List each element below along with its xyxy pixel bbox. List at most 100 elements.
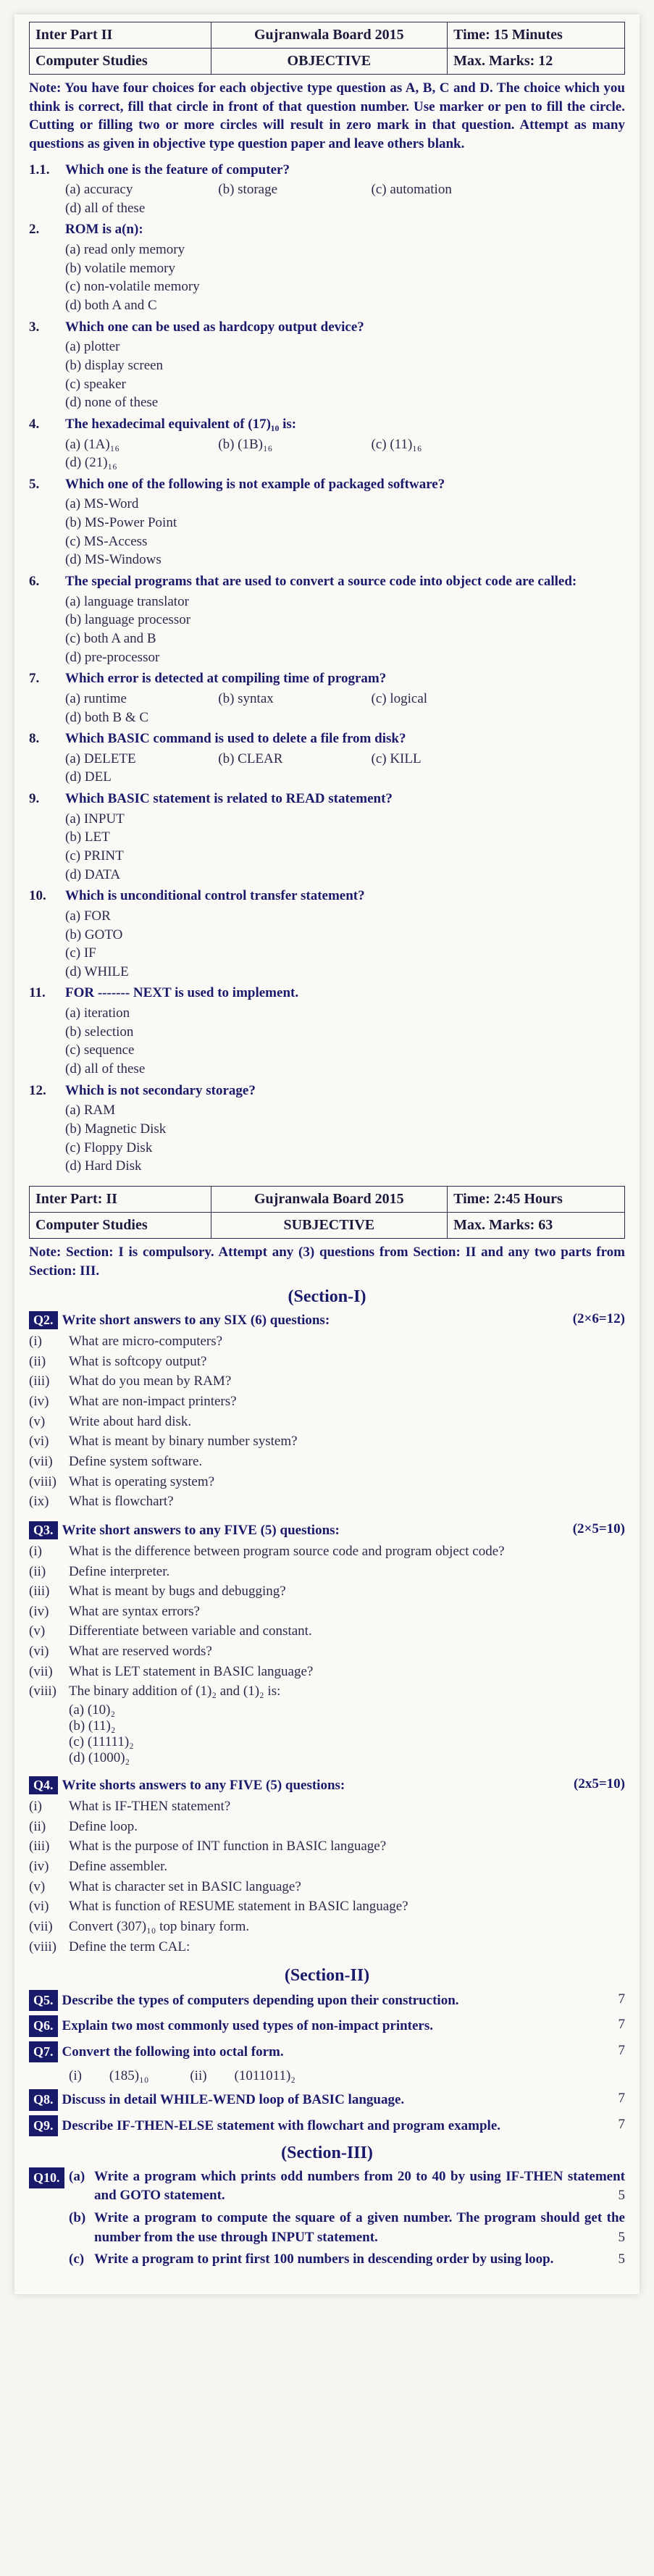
mcq-option: (c) logical [372, 690, 524, 708]
short-head: Q3.Write short answers to any FIVE (5) q… [29, 1521, 625, 1539]
short-num: (viii) [29, 1473, 69, 1492]
short-text: What is IF-THEN statement? [69, 1797, 625, 1816]
mcq-option: (a) MS-Word [65, 495, 359, 514]
mcq-option: (c) sequence [65, 1041, 359, 1060]
mcq-number: 2. [29, 220, 65, 314]
short-item: (i)What is the difference between progra… [29, 1542, 625, 1561]
mcq-option: (a) accuracy [65, 180, 218, 199]
mcq-item: 10.Which is unconditional control transf… [29, 887, 625, 981]
mcq-item: 5.Which one of the following is not exam… [29, 475, 625, 569]
objective-note: Note: You have four choices for each obj… [29, 79, 625, 154]
long-question: Q5.Describe the types of computers depen… [29, 1990, 625, 2011]
short-text: What is the difference between program s… [69, 1542, 625, 1561]
short-num: (iii) [29, 1372, 69, 1391]
short-num: (vi) [29, 1432, 69, 1451]
hdr-cell: Gujranwala Board 2015 [211, 22, 448, 49]
hdr-cell: OBJECTIVE [211, 49, 448, 75]
short-item: (v)What is character set in BASIC langua… [29, 1878, 625, 1897]
mcq-option: (d) WHILE [65, 963, 359, 982]
short-item: (iv)What are syntax errors? [29, 1602, 625, 1621]
mcq-option: (b) selection [65, 1023, 359, 1042]
mcq-option: (a) runtime [65, 690, 218, 708]
mcq-option: (b) LET [65, 828, 359, 847]
mcq-option: (c) Floppy Disk [65, 1139, 359, 1158]
mcq-text: ROM is a(n): [65, 220, 625, 239]
mcq-text: Which error is detected at compiling tim… [65, 669, 625, 688]
mcq-option: (a) RAM [65, 1101, 359, 1120]
mcq-option: (a) language translator [65, 593, 359, 611]
hdr-cell: SUBJECTIVE [211, 1212, 448, 1238]
q2-block: Q2.Write short answers to any SIX (6) qu… [29, 1311, 625, 1511]
short-item: (vi)What is function of RESUME statement… [29, 1897, 625, 1916]
short-item: (vi)What is meant by binary number syste… [29, 1432, 625, 1451]
mcq-option: (d) all of these [65, 1060, 359, 1079]
short-item: (iv)Define assembler. [29, 1857, 625, 1876]
hdr-cell: Max. Marks: 63 [448, 1212, 625, 1238]
subjective-note: Note: Section: I is compulsory. Attempt … [29, 1243, 625, 1280]
short-item: (viii)The binary addition of (1)₂ and (1… [29, 1682, 625, 1701]
q4-block: Q4.Write shorts answers to any FIVE (5) … [29, 1776, 625, 1956]
mcq-item: 2.ROM is a(n):(a) read only memory(b) vo… [29, 220, 625, 314]
mcq-option: (c) KILL [372, 750, 524, 769]
marks: 7 [619, 2115, 626, 2135]
q10-part-label: (b) [69, 2209, 94, 2247]
mcq-option: (b) GOTO [65, 926, 359, 945]
short-num: (ii) [29, 1352, 69, 1371]
short-text: What is function of RESUME statement in … [69, 1897, 625, 1916]
short-head: Q2.Write short answers to any SIX (6) qu… [29, 1311, 625, 1329]
short-num: (i) [29, 1332, 69, 1351]
short-head: Q4.Write shorts answers to any FIVE (5) … [29, 1776, 625, 1794]
short-num: (viii) [29, 1682, 69, 1701]
mcq-option: (d) both B & C [65, 708, 218, 727]
short-num: (ii) [29, 1818, 69, 1836]
q10-part-label: (c) [69, 2250, 94, 2270]
mcq-number: 9. [29, 790, 65, 884]
marks: 5 [619, 2186, 626, 2206]
exam-paper: Inter Part II Gujranwala Board 2015 Time… [14, 14, 640, 2294]
mcq-option: (a) iteration [65, 1004, 359, 1023]
short-text: What is meant by binary number system? [69, 1432, 625, 1451]
short-item: (v)Differentiate between variable and co… [29, 1622, 625, 1641]
mcq-number: 3. [29, 318, 65, 412]
short-text: Define loop. [69, 1818, 625, 1836]
short-item: (i)What are micro-computers? [29, 1332, 625, 1351]
q-box: Q8. [29, 2089, 58, 2110]
mcq-option: (c) speaker [65, 375, 359, 394]
q10-row: Q10.(a)Write a program which prints odd … [29, 2167, 625, 2206]
short-item: (ii)What is softcopy output? [29, 1352, 625, 1371]
q-box: Q7. [29, 2041, 58, 2062]
mcq-item: 7.Which error is detected at compiling t… [29, 669, 625, 727]
mcq-option: (b) volatile memory [65, 259, 359, 278]
short-item: (iv)What are non-impact printers? [29, 1392, 625, 1411]
short-text: What is operating system? [69, 1473, 625, 1492]
short-num: (vii) [29, 1452, 69, 1471]
marks: 7 [619, 2089, 626, 2109]
short-item: (iii)What is the purpose of INT function… [29, 1837, 625, 1856]
short-text: The binary addition of (1)₂ and (1)₂ is: [69, 1682, 625, 1701]
short-item: (vii)What is LET statement in BASIC lang… [29, 1663, 625, 1681]
mcq-text: Which BASIC statement is related to READ… [65, 790, 625, 808]
mcq-text: Which BASIC command is used to delete a … [65, 729, 625, 748]
short-num: (v) [29, 1878, 69, 1897]
mcq-option: (d) pre-processor [65, 648, 359, 667]
q-box: Q10. [29, 2167, 64, 2188]
mcq-option: (b) syntax [218, 690, 371, 708]
q-box: Q5. [29, 1990, 58, 2011]
mcq-item: 3.Which one can be used as hardcopy outp… [29, 318, 625, 412]
section-2-title: (Section-II) [29, 1966, 625, 1986]
short-num: (ix) [29, 1492, 69, 1511]
short-num: (i) [29, 1797, 69, 1816]
mcq-option: (b) (1B)₁₆ [218, 435, 371, 454]
mcq-option: (c) MS-Access [65, 532, 359, 551]
short-item: (ii)Define interpreter. [29, 1563, 625, 1581]
mcq-number: 11. [29, 984, 65, 1078]
mcq-option: (d) Hard Disk [65, 1157, 359, 1176]
q10-part-text: Write a program to compute the square of… [94, 2209, 625, 2247]
mcq-option: (a) (1A)₁₆ [65, 435, 218, 454]
mcq-item: 9.Which BASIC statement is related to RE… [29, 790, 625, 884]
mcq-text: The special programs that are used to co… [65, 572, 625, 591]
mcq-option: (a) plotter [65, 338, 359, 356]
mcq-number: 10. [29, 887, 65, 981]
mcq-option: (c) non-volatile memory [65, 277, 359, 296]
q10-block: Q10.(a)Write a program which prints odd … [29, 2167, 625, 2270]
